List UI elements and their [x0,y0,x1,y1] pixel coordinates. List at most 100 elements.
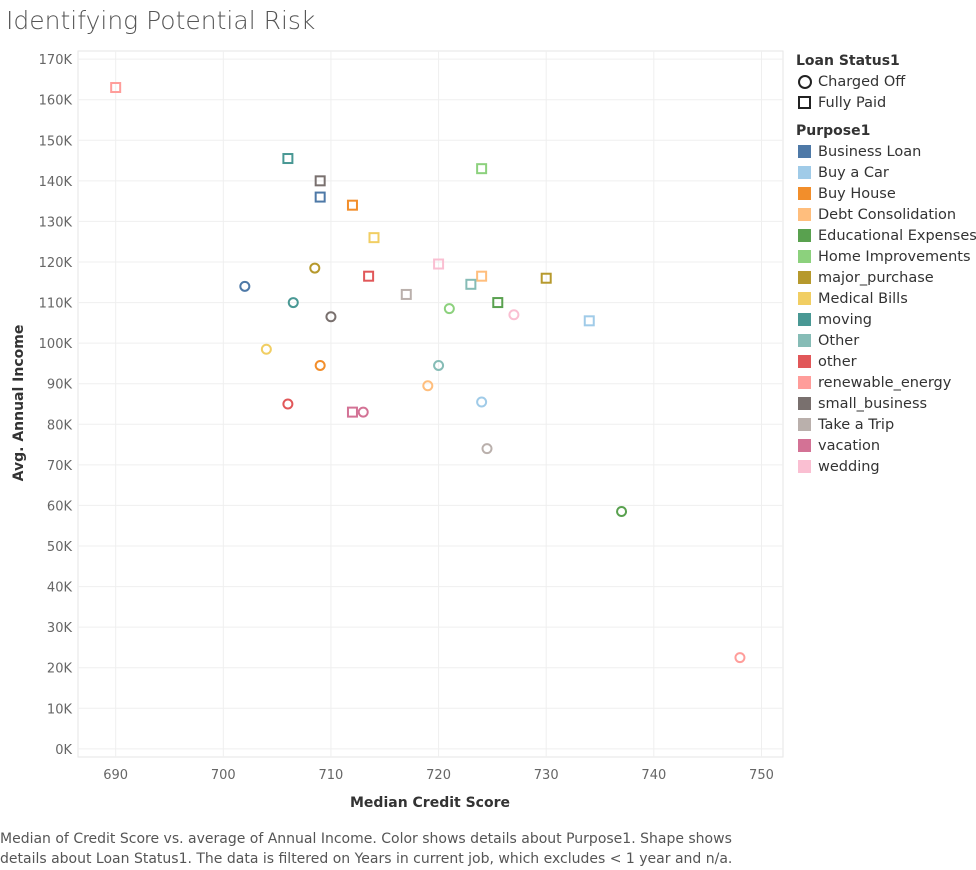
legend-color-item[interactable]: Home Improvements [796,246,976,267]
point-fully-paid[interactable] [476,163,488,175]
point-fully-paid[interactable] [492,297,504,309]
point-charged-off[interactable] [443,303,455,315]
color-swatch-icon [798,229,811,242]
plot-area-border [77,50,784,758]
point-fully-paid[interactable] [540,272,552,284]
point-charged-off[interactable] [422,380,434,392]
chart-title: Identifying Potential Risk [6,6,316,35]
legend-color-list: Business Loan Buy a Car Buy House Debt Cons… [796,141,976,477]
point-fully-paid[interactable] [363,270,375,282]
y-tick-label: 90K [47,378,73,393]
legend-color-item[interactable]: renewable_energy [796,372,976,393]
legend-color-label: other [818,353,857,370]
circle-icon [798,74,812,89]
y-tick-label: 70K [47,459,73,474]
y-tick-label: 120K [39,256,73,271]
legend-color-title: Purpose1 [796,123,871,139]
legend-color-label: Debt Consolidation [818,206,957,223]
chart-caption: Median of Credit Score vs. average of An… [0,831,733,867]
y-tick-label: 50K [47,540,73,555]
point-charged-off[interactable] [287,297,299,309]
y-tick-label: 80K [47,418,73,433]
legend-shape-list: Charged Off Fully Paid [796,71,976,113]
y-axis-title: Avg. Annual Income [11,325,27,482]
legend-color-label: small_business [818,395,928,412]
y-tick-label: 110K [39,297,73,312]
point-charged-off[interactable] [616,506,628,518]
point-fully-paid[interactable] [282,153,294,165]
legend-color-item[interactable]: major_purchase [796,267,976,288]
legend-color-item[interactable]: wedding [796,456,976,477]
color-swatch-icon [798,418,811,431]
legend-color-item[interactable]: small_business [796,393,976,414]
legend-color-label: Business Loan [818,143,922,160]
y-tick-label: 0K [55,743,72,758]
x-tick-label: 740 [641,768,666,783]
point-charged-off[interactable] [481,443,493,455]
legend-color-label: major_purchase [818,269,934,286]
point-charged-off[interactable] [282,398,294,410]
legend-color-label: Home Improvements [818,248,971,265]
point-charged-off[interactable] [508,309,520,321]
legend-color-item[interactable]: Other [796,330,976,351]
legend-color-item[interactable]: Medical Bills [796,288,976,309]
legend-shape-label: Charged Off [818,73,906,90]
legend-color-item[interactable]: Educational Expenses [796,225,976,246]
y-tick-label: 30K [47,621,73,636]
point-charged-off[interactable] [734,652,746,664]
legend-shape-title: Loan Status1 [796,53,900,69]
legend-shape-label: Fully Paid [818,94,887,111]
point-charged-off[interactable] [309,262,321,274]
point-charged-off[interactable] [239,280,251,292]
point-fully-paid[interactable] [465,278,477,290]
x-tick-label: 710 [319,768,344,783]
color-swatch-icon [798,313,811,326]
y-tick-label: 10K [47,702,73,717]
legend-color-item[interactable]: Buy a Car [796,162,976,183]
color-swatch-icon [798,250,811,263]
y-tick-label: 20K [47,662,73,677]
point-charged-off[interactable] [260,343,272,355]
point-charged-off[interactable] [476,396,488,408]
legend-color-item[interactable]: moving [796,309,976,330]
legend-shape-item[interactable]: Charged Off [796,71,976,92]
scatter-plot: 0K 10K 20K 30K 40K 50K 60K 70K 80K 90K 100K 110K 120… [11,50,784,811]
y-tick-label: 60K [47,499,73,514]
point-fully-paid[interactable] [476,270,488,282]
legend-color-item[interactable]: Take a Trip [796,414,976,435]
legend-color-label: Take a Trip [818,416,895,433]
point-charged-off[interactable] [433,359,445,371]
y-tick-label: 140K [39,175,73,190]
legend-color-item[interactable]: Business Loan [796,141,976,162]
point-charged-off[interactable] [314,359,326,371]
point-fully-paid[interactable] [110,82,122,94]
data-points [110,82,746,664]
point-fully-paid[interactable] [314,175,326,187]
legend-color-item[interactable]: Buy House [796,183,976,204]
color-swatch-icon [798,334,811,347]
y-tick-label: 40K [47,581,73,596]
point-fully-paid[interactable] [368,232,380,244]
color-swatch-icon [798,460,811,473]
legend-color-item[interactable]: other [796,351,976,372]
legend-color-label: wedding [818,458,880,475]
legend-shape-item[interactable]: Fully Paid [796,92,976,113]
point-fully-paid[interactable] [346,199,358,211]
legend-color-label: renewable_energy [818,374,952,391]
legend-color-item[interactable]: Debt Consolidation [796,204,976,225]
y-axis-ticks: 0K 10K 20K 30K 40K 50K 60K 70K 80K 90K 100K 110K 120… [39,53,73,758]
point-charged-off[interactable] [357,406,369,418]
point-fully-paid[interactable] [433,258,445,270]
color-swatch-icon [798,439,811,452]
point-fully-paid[interactable] [583,315,595,327]
y-tick-label: 160K [39,94,73,109]
x-tick-label: 750 [749,768,774,783]
point-fully-paid[interactable] [346,406,358,418]
color-swatch-icon [798,376,811,389]
point-fully-paid[interactable] [400,288,412,300]
point-charged-off[interactable] [325,311,337,323]
x-tick-label: 700 [211,768,236,783]
legend-color-item[interactable]: vacation [796,435,976,456]
legend-color-label: moving [818,311,872,328]
point-fully-paid[interactable] [314,191,326,203]
